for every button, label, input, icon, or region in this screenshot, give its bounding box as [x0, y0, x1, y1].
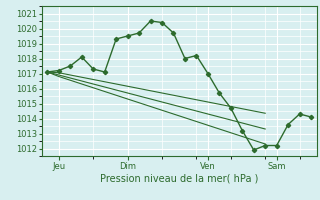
X-axis label: Pression niveau de la mer( hPa ): Pression niveau de la mer( hPa ): [100, 173, 258, 183]
